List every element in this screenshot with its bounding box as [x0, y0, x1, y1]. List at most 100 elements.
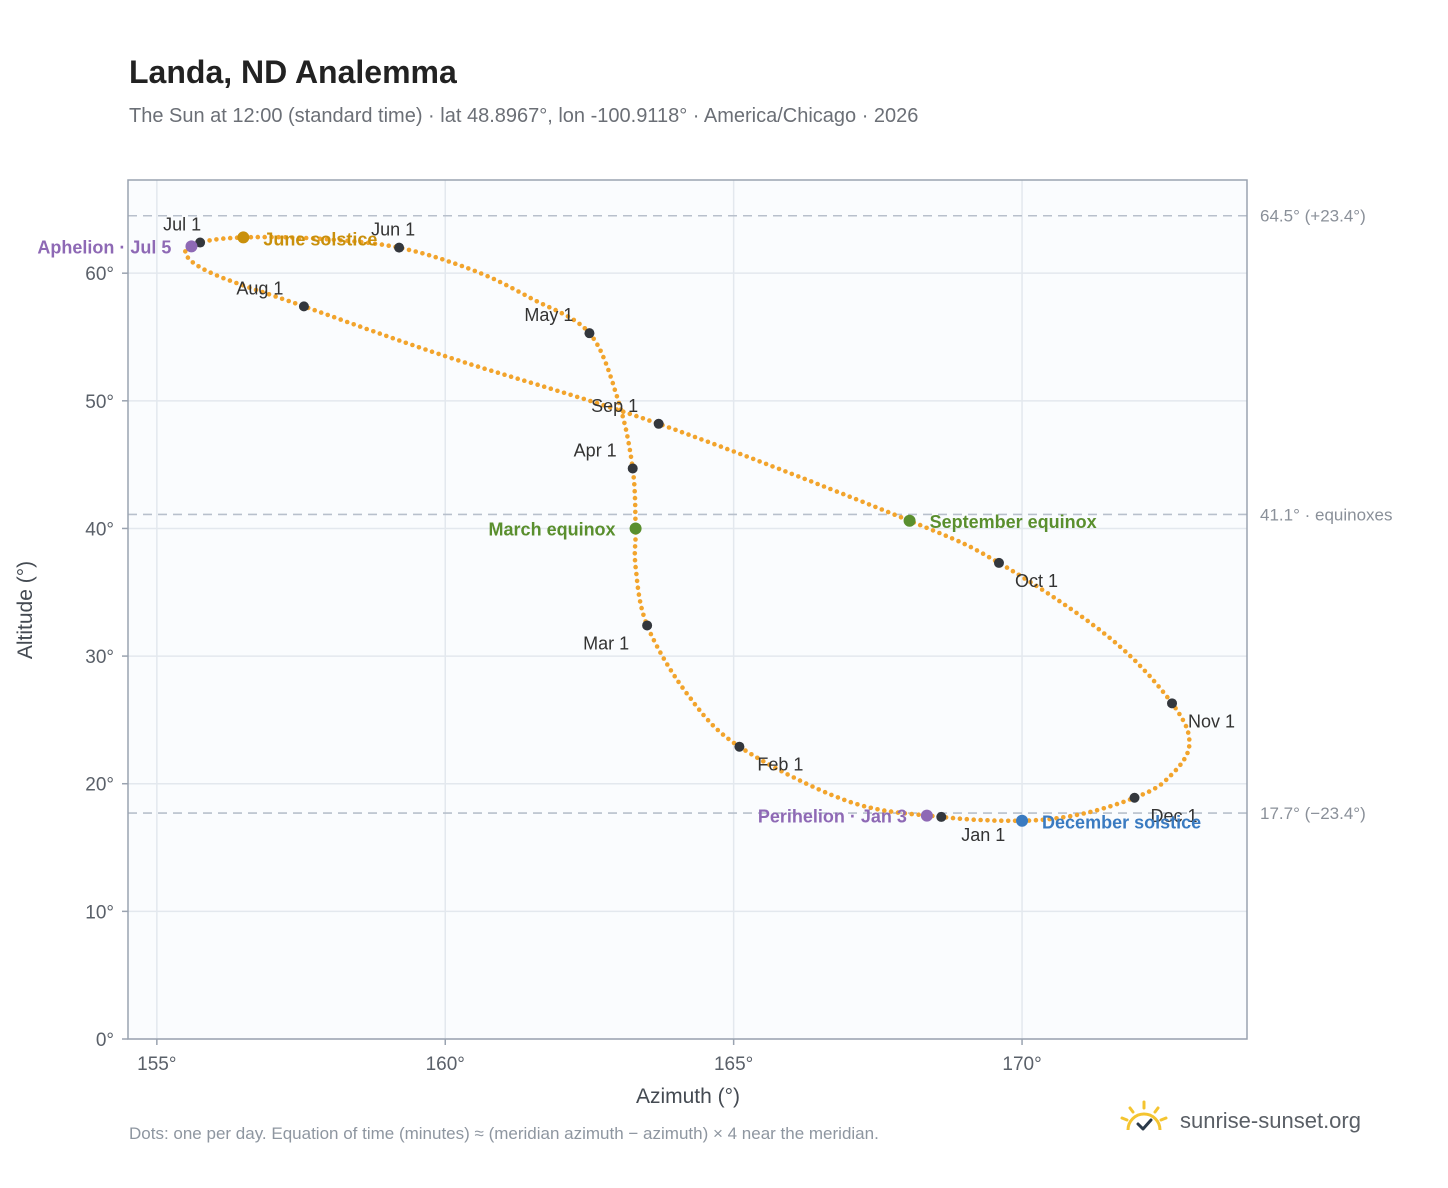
daily-dot [791, 775, 797, 780]
daily-dot [738, 451, 743, 457]
month-marker [195, 237, 206, 248]
daily-dot [571, 317, 577, 323]
daily-dot [253, 287, 259, 293]
daily-dot [731, 449, 737, 454]
daily-dot [442, 353, 448, 359]
event-marker [1016, 814, 1029, 827]
daily-dot [620, 413, 625, 419]
daily-dot [502, 372, 507, 378]
daily-dot [895, 810, 901, 815]
daily-dot [626, 440, 631, 446]
daily-dot [202, 267, 207, 273]
daily-dot [1142, 668, 1148, 674]
daily-dot [842, 797, 847, 803]
event-label: September equinox [930, 512, 1097, 532]
daily-dot [950, 815, 956, 821]
daily-dot [978, 817, 983, 823]
daily-dot [1165, 694, 1170, 700]
daily-dot [598, 348, 603, 354]
daily-dot [1140, 792, 1146, 797]
daily-dot [273, 294, 278, 299]
daily-dot [390, 335, 396, 341]
daily-dot [1177, 711, 1182, 717]
daily-dot [379, 242, 385, 247]
daily-dot [290, 235, 295, 240]
daily-dot [614, 394, 620, 399]
daily-dot [848, 799, 854, 805]
analemma-curve [183, 234, 1192, 824]
daily-dot [647, 418, 652, 423]
daily-dot [352, 239, 357, 244]
month-label: Mar 1 [583, 633, 629, 653]
daily-dot [416, 345, 422, 350]
daily-dot [214, 273, 220, 278]
daily-dot [485, 273, 490, 279]
daily-dot [885, 509, 891, 515]
daily-dot [1186, 744, 1192, 749]
daily-dot [710, 723, 716, 728]
daily-dot [384, 333, 389, 339]
daily-dot [377, 331, 383, 336]
daily-dot [1185, 730, 1191, 735]
month-label: Jun 1 [371, 220, 415, 240]
event-label: Aphelion · Jul 5 [37, 237, 171, 257]
daily-dot [283, 235, 288, 240]
daily-dot [1187, 737, 1192, 742]
reference-lines: 64.5° (+23.4°) 41.1° · equinoxes 17.7° (−2… [128, 207, 1393, 823]
daily-dot [668, 668, 674, 673]
brand[interactable]: sunrise-sunset.org [1118, 1100, 1361, 1141]
daily-dot [637, 599, 643, 604]
daily-dot [1074, 812, 1080, 818]
event-marker [629, 522, 642, 535]
grid-lines [128, 180, 1247, 1040]
daily-dot [633, 509, 638, 515]
daily-dot [622, 420, 627, 426]
daily-dot [627, 447, 633, 453]
daily-dot [962, 541, 967, 547]
daily-dot [749, 752, 754, 757]
daily-dot [783, 469, 788, 474]
daily-dot [1062, 602, 1068, 608]
daily-dot [338, 238, 343, 243]
daily-dot [1034, 583, 1039, 589]
daily-dot [386, 243, 392, 248]
month-marker [627, 463, 638, 474]
daily-dot [1088, 809, 1093, 815]
daily-dot [601, 354, 606, 360]
daily-dot [632, 502, 638, 508]
daily-dot [196, 264, 201, 269]
daily-dot [779, 768, 784, 774]
daily-dot [413, 249, 419, 254]
daily-dot [449, 356, 455, 361]
daily-dot [472, 268, 478, 274]
daily-dot [1068, 606, 1074, 612]
daily-dot [324, 237, 330, 242]
daily-dot [828, 486, 833, 492]
daily-dot [440, 257, 445, 262]
daily-dot [292, 301, 298, 306]
daily-dot [1085, 618, 1090, 624]
daily-dot [631, 475, 636, 480]
daily-dot [1182, 756, 1187, 762]
daily-dot [1005, 818, 1011, 824]
daily-dot [744, 454, 749, 459]
x-axis-ticks: 155° 160° 165° 170° [137, 1039, 1042, 1075]
daily-dot [312, 307, 318, 313]
daily-dot [632, 495, 638, 501]
daily-dot [789, 471, 795, 477]
month-marker [298, 301, 309, 312]
daily-dot [957, 816, 963, 821]
daily-dot [577, 321, 582, 327]
daily-dot [684, 690, 689, 696]
daily-dot [1107, 635, 1112, 641]
month-markers: Jan 1 Feb 1 Mar 1 Apr 1 May 1 Jun 1 Jul 1 Aug 1… [163, 215, 1235, 845]
daily-dot [974, 548, 980, 553]
chart-subtitle: The Sun at 12:00 (standard time) · lat 4… [129, 105, 919, 127]
daily-dot [808, 479, 814, 484]
daily-dot [482, 366, 487, 372]
daily-dot [855, 802, 860, 807]
daily-dot [648, 631, 654, 637]
daily-dot [956, 538, 961, 544]
daily-dot [658, 650, 663, 655]
